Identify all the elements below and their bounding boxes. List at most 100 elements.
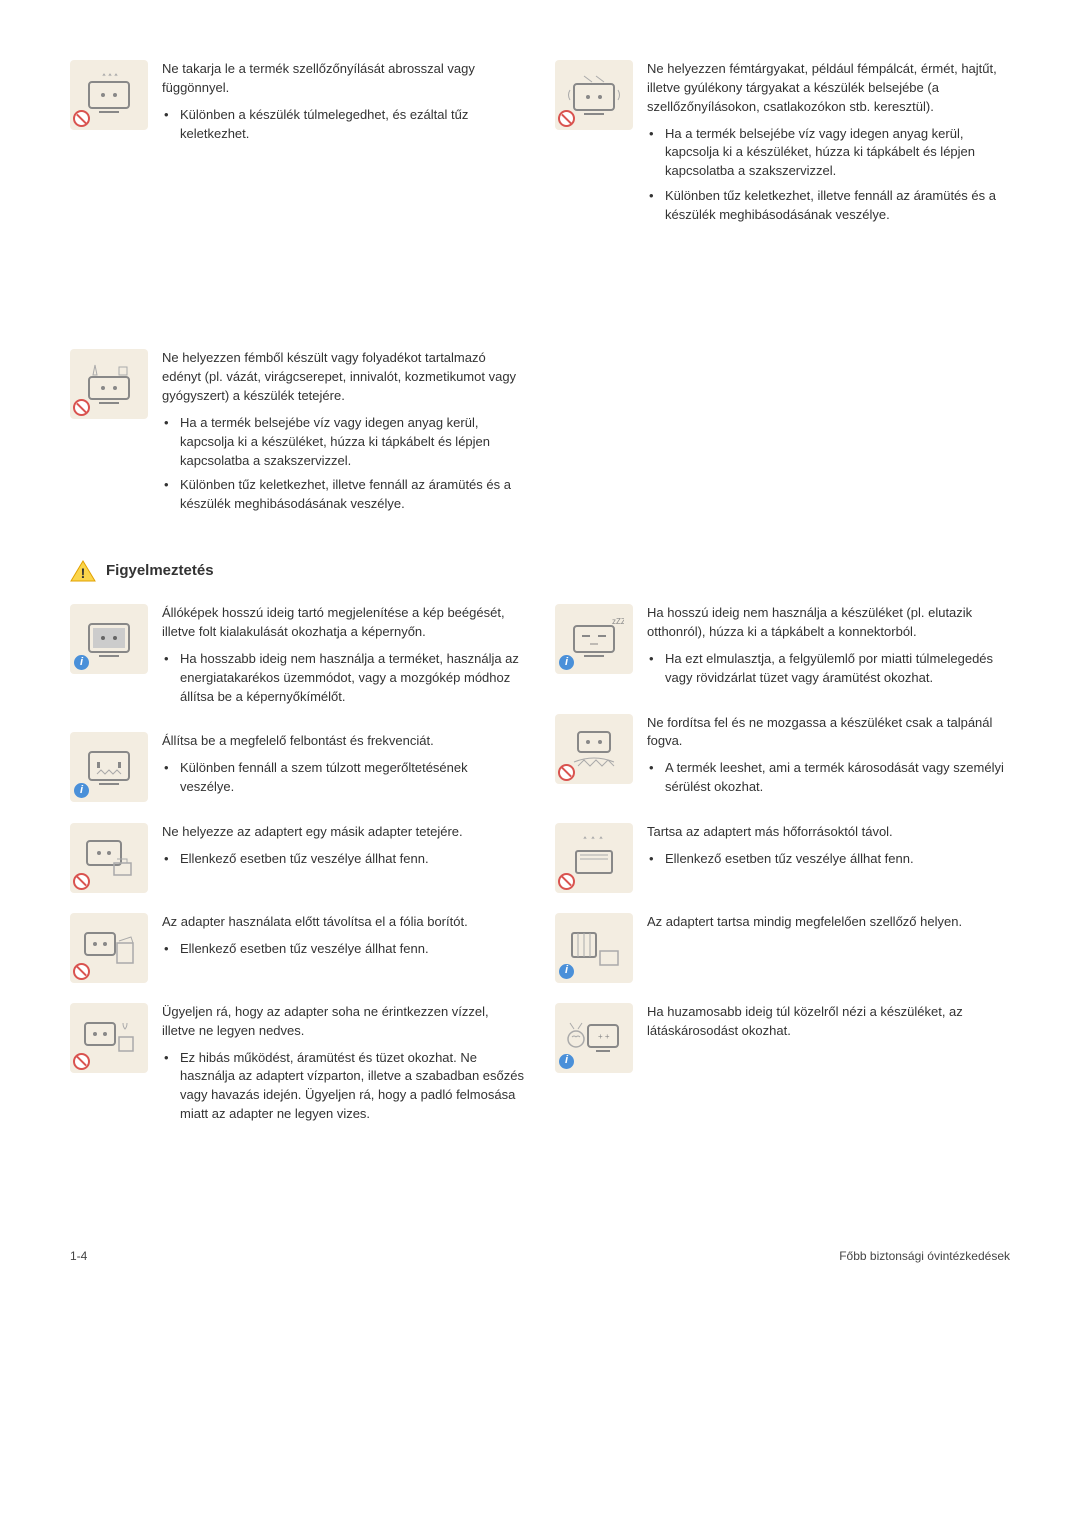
bullet-list: Ha a termék belsejébe víz vagy idegen an… bbox=[647, 125, 1010, 225]
bullet-list: Ha ezt elmulasztja, a felgyülemlő por mi… bbox=[647, 650, 1010, 688]
text-block: Ha hosszú ideig nem használja a készülék… bbox=[647, 604, 1010, 693]
bullet-list: Ellenkező esetben tűz veszélye állhat fe… bbox=[162, 850, 525, 869]
text-block: Állítsa be a megfelelő felbontást és fre… bbox=[162, 732, 525, 803]
bullet-item: Különben tűz keletkezhet, illetve fennál… bbox=[665, 187, 1010, 225]
safety-block: + + Ha huzamosabb ideig túl közelről néz… bbox=[555, 1003, 1010, 1073]
safety-block: Ne fordítsa fel és ne mozgassa a készülé… bbox=[555, 714, 1010, 803]
page-number: 1-4 bbox=[70, 1248, 87, 1265]
safety-text: Ne takarja le a termék szellőzőnyílását … bbox=[162, 60, 525, 98]
section-cover-objects: Ne takarja le a termék szellőzőnyílását … bbox=[70, 60, 1010, 540]
prohibit-icon bbox=[74, 400, 89, 415]
text-block: Ügyeljen rá, hogy az adapter soha ne éri… bbox=[162, 1003, 525, 1130]
warning-triangle-icon: ! bbox=[70, 560, 96, 582]
text-block: Tartsa az adaptert más hőforrásoktól táv… bbox=[647, 823, 1010, 893]
monitor-close-view-icon: + + bbox=[555, 1003, 633, 1073]
bullet-item: Ez hibás működést, áramütést és tüzet ok… bbox=[180, 1049, 525, 1124]
info-icon bbox=[559, 1054, 574, 1069]
svg-text:!: ! bbox=[81, 565, 86, 581]
text-block: Ne helyezze az adaptert egy másik adapte… bbox=[162, 823, 525, 893]
bullet-item: Különben fennáll a szem túlzott megerőlt… bbox=[180, 759, 525, 797]
bullet-item: Ellenkező esetben tűz veszélye állhat fe… bbox=[665, 850, 1010, 869]
text-block: Ne helyezzen fémtárgyakat, például fémpá… bbox=[647, 60, 1010, 231]
svg-text:+ +: + + bbox=[598, 1032, 610, 1041]
bullet-list: Ha hosszabb ideig nem használja a termék… bbox=[162, 650, 525, 707]
bullet-item: Különben tűz keletkezhet, illetve fennál… bbox=[180, 476, 525, 514]
text-block: Az adaptert tartsa mindig megfelelően sz… bbox=[647, 913, 1010, 983]
adapter-water-icon bbox=[70, 1003, 148, 1073]
safety-block: Ügyeljen rá, hogy az adapter soha ne éri… bbox=[70, 1003, 525, 1130]
prohibit-icon bbox=[74, 111, 89, 126]
text-block: Állóképek hosszú ideig tartó megjeleníté… bbox=[162, 604, 525, 712]
monitor-resolution-icon bbox=[70, 732, 148, 802]
monitor-sleep-icon: zZZ bbox=[555, 604, 633, 674]
safety-block: Ne helyezzen fémtárgyakat, például fémpá… bbox=[555, 60, 1010, 231]
monitor-vent-icon bbox=[70, 60, 148, 130]
bullet-item: Ellenkező esetben tűz veszélye állhat fe… bbox=[180, 940, 525, 959]
bullet-list: Ha a termék belsejébe víz vagy idegen an… bbox=[162, 414, 525, 514]
safety-text: Ha hosszú ideig nem használja a készülék… bbox=[647, 604, 1010, 642]
info-icon bbox=[74, 783, 89, 798]
safety-block: Tartsa az adaptert más hőforrásoktól táv… bbox=[555, 823, 1010, 893]
monitor-flip-icon bbox=[555, 714, 633, 784]
page-footer: 1-4 Főbb biztonsági óvintézkedések bbox=[70, 1240, 1010, 1265]
safety-block: Állítsa be a megfelelő felbontást és fre… bbox=[70, 732, 525, 803]
prohibit-icon bbox=[559, 765, 574, 780]
safety-text: Az adapter használata előtt távolítsa el… bbox=[162, 913, 525, 932]
footer-title: Főbb biztonsági óvintézkedések bbox=[839, 1248, 1010, 1265]
monitor-still-icon bbox=[70, 604, 148, 674]
text-block: Ne fordítsa fel és ne mozgassa a készülé… bbox=[647, 714, 1010, 803]
section-warnings: Állóképek hosszú ideig tartó megjeleníté… bbox=[70, 604, 1010, 1150]
bullet-item: Ha a termék belsejébe víz vagy idegen an… bbox=[665, 125, 1010, 182]
safety-text: Ne helyezzen fémből készült vagy folyadé… bbox=[162, 349, 525, 406]
text-block: Az adapter használata előtt távolítsa el… bbox=[162, 913, 525, 983]
monitor-vase-icon bbox=[70, 349, 148, 419]
safety-block: Ne helyezze az adaptert egy másik adapte… bbox=[70, 823, 525, 893]
column-right: zZZ Ha hosszú ideig nem használja a kész… bbox=[555, 604, 1010, 1150]
adapter-heat-icon bbox=[555, 823, 633, 893]
column-left: Állóképek hosszú ideig tartó megjeleníté… bbox=[70, 604, 525, 1150]
safety-text: Az adaptert tartsa mindig megfelelően sz… bbox=[647, 913, 1010, 932]
warning-heading: ! Figyelmeztetés bbox=[70, 560, 1010, 582]
bullet-list: Különben fennáll a szem túlzott megerőlt… bbox=[162, 759, 525, 797]
safety-text: Ügyeljen rá, hogy az adapter soha ne éri… bbox=[162, 1003, 525, 1041]
prohibit-icon bbox=[559, 874, 574, 889]
bullet-item: Ha ezt elmulasztja, a felgyülemlő por mi… bbox=[665, 650, 1010, 688]
svg-text:zZZ: zZZ bbox=[612, 617, 624, 626]
bullet-item: Ha a termék belsejébe víz vagy idegen an… bbox=[180, 414, 525, 471]
safety-block: Állóképek hosszú ideig tartó megjeleníté… bbox=[70, 604, 525, 712]
prohibit-icon bbox=[74, 874, 89, 889]
info-icon bbox=[74, 655, 89, 670]
adapter-stack-icon bbox=[70, 823, 148, 893]
info-icon bbox=[559, 964, 574, 979]
safety-block: Ne helyezzen fémből készült vagy folyadé… bbox=[70, 349, 525, 520]
safety-block: Az adapter használata előtt távolítsa el… bbox=[70, 913, 525, 983]
adapter-ventilate-icon bbox=[555, 913, 633, 983]
text-block: Ne takarja le a termék szellőzőnyílását … bbox=[162, 60, 525, 149]
bullet-list: Ez hibás működést, áramütést és tüzet ok… bbox=[162, 1049, 525, 1124]
prohibit-icon bbox=[74, 964, 89, 979]
bullet-item: Ha hosszabb ideig nem használja a termék… bbox=[180, 650, 525, 707]
safety-text: Ne helyezzen fémtárgyakat, például fémpá… bbox=[647, 60, 1010, 117]
safety-text: Ne fordítsa fel és ne mozgassa a készülé… bbox=[647, 714, 1010, 752]
safety-block: Ne takarja le a termék szellőzőnyílását … bbox=[70, 60, 525, 149]
heading-text: Figyelmeztetés bbox=[106, 560, 214, 582]
info-icon bbox=[559, 655, 574, 670]
bullet-item: Különben a készülék túlmelegedhet, és ez… bbox=[180, 106, 525, 144]
safety-block: zZZ Ha hosszú ideig nem használja a kész… bbox=[555, 604, 1010, 693]
safety-block: Az adaptert tartsa mindig megfelelően sz… bbox=[555, 913, 1010, 983]
safety-text: Állóképek hosszú ideig tartó megjeleníté… bbox=[162, 604, 525, 642]
prohibit-icon bbox=[559, 111, 574, 126]
adapter-foil-icon bbox=[70, 913, 148, 983]
bullet-item: Ellenkező esetben tűz veszélye állhat fe… bbox=[180, 850, 525, 869]
bullet-list: A termék leeshet, ami a termék károsodás… bbox=[647, 759, 1010, 797]
safety-text: Ha huzamosabb ideig túl közelről nézi a … bbox=[647, 1003, 1010, 1041]
bullet-item: A termék leeshet, ami a termék károsodás… bbox=[665, 759, 1010, 797]
prohibit-icon bbox=[74, 1054, 89, 1069]
text-block: Ne helyezzen fémből készült vagy folyadé… bbox=[162, 349, 525, 520]
text-block: Ha huzamosabb ideig túl közelről nézi a … bbox=[647, 1003, 1010, 1073]
monitor-metal-icon bbox=[555, 60, 633, 130]
bullet-list: Ellenkező esetben tűz veszélye állhat fe… bbox=[162, 940, 525, 959]
column-right: Ne helyezzen fémtárgyakat, például fémpá… bbox=[555, 60, 1010, 540]
bullet-list: Különben a készülék túlmelegedhet, és ez… bbox=[162, 106, 525, 144]
safety-text: Ne helyezze az adaptert egy másik adapte… bbox=[162, 823, 525, 842]
